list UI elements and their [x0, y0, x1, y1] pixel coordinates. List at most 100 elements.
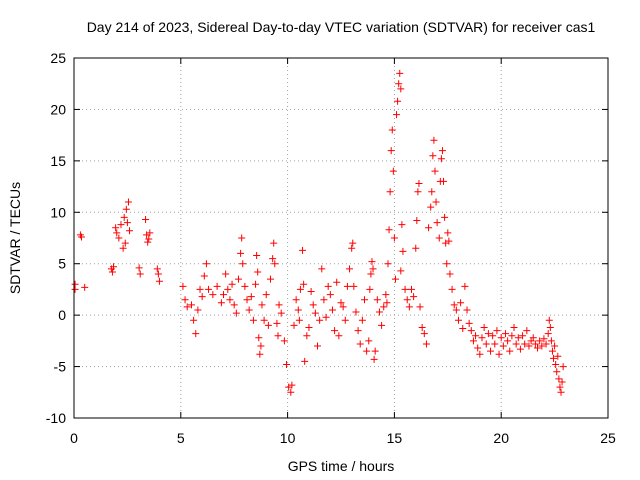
data-point — [495, 350, 503, 358]
data-point — [113, 229, 121, 237]
data-point — [301, 357, 309, 365]
data-point — [551, 342, 559, 350]
data-point — [247, 293, 255, 301]
data-point — [366, 285, 374, 293]
data-point — [371, 347, 379, 355]
x-tick-label: 10 — [280, 430, 296, 446]
data-point — [77, 233, 85, 241]
data-point — [200, 272, 208, 280]
data-point — [370, 355, 378, 363]
x-tick-label: 25 — [600, 430, 616, 446]
data-point — [198, 293, 206, 301]
data-point — [504, 337, 512, 345]
data-point — [482, 340, 490, 348]
data-point — [519, 332, 527, 340]
data-point — [405, 303, 413, 311]
data-point — [232, 309, 240, 317]
data-point — [386, 188, 394, 196]
data-point — [547, 337, 555, 345]
data-point — [523, 327, 531, 335]
data-point — [241, 282, 249, 290]
data-point — [252, 280, 260, 288]
data-point — [396, 69, 404, 77]
data-point — [255, 334, 263, 342]
y-tick-label: -5 — [54, 359, 67, 375]
y-tick-label: 10 — [50, 204, 66, 220]
data-point — [262, 291, 270, 299]
data-point — [363, 347, 371, 355]
data-point — [320, 296, 328, 304]
data-point — [546, 323, 554, 331]
data-point — [124, 198, 132, 206]
data-point — [153, 265, 161, 273]
data-point — [508, 332, 516, 340]
data-point — [81, 283, 89, 291]
data-point — [222, 270, 230, 278]
y-tick-label: 15 — [50, 153, 66, 169]
data-point — [373, 296, 381, 304]
data-point — [224, 285, 232, 293]
data-point — [179, 282, 187, 290]
data-point — [544, 330, 552, 338]
data-point — [534, 344, 542, 352]
data-point — [383, 299, 391, 307]
data-point — [540, 335, 548, 343]
data-point — [367, 270, 375, 278]
data-point — [414, 188, 422, 196]
data-point — [145, 235, 153, 243]
grid-lines — [74, 58, 608, 418]
data-point — [510, 323, 518, 331]
data-point — [474, 344, 482, 352]
data-point — [552, 361, 560, 369]
data-point — [545, 316, 553, 324]
data-point — [554, 352, 562, 360]
data-point — [538, 342, 546, 350]
data-point — [448, 285, 456, 293]
data-point — [559, 363, 567, 371]
data-point — [234, 275, 242, 283]
y-tick-label: 5 — [58, 256, 66, 272]
data-point — [467, 327, 475, 335]
data-point — [326, 291, 334, 299]
x-tick-labels: 0 5 10 15 20 25 — [70, 430, 616, 446]
data-point — [303, 332, 311, 340]
data-point — [112, 224, 120, 232]
data-point — [384, 260, 392, 268]
data-point — [190, 316, 198, 324]
data-point — [341, 316, 349, 324]
data-point — [220, 291, 228, 299]
data-point — [385, 226, 393, 234]
data-point — [238, 234, 246, 242]
data-point — [445, 237, 453, 245]
data-point — [280, 337, 288, 345]
data-point — [461, 282, 469, 290]
data-point — [146, 229, 154, 237]
data-point — [525, 342, 533, 350]
data-point — [277, 309, 285, 317]
y-tick-label: 0 — [58, 307, 66, 323]
data-point — [349, 239, 357, 247]
data-point — [292, 296, 300, 304]
data-point — [557, 388, 565, 396]
data-point — [529, 334, 537, 342]
data-point — [108, 268, 116, 276]
data-point — [249, 316, 257, 324]
data-point — [457, 299, 465, 307]
y-axis-label: SDTVAR / TECUs — [7, 182, 23, 294]
data-point — [478, 334, 486, 342]
data-point — [335, 332, 343, 340]
data-point — [192, 330, 200, 338]
data-point — [264, 321, 272, 329]
data-point — [413, 217, 421, 225]
data-point — [123, 219, 131, 227]
data-point — [452, 306, 460, 314]
data-point — [187, 301, 195, 309]
data-point — [415, 179, 423, 187]
data-point — [356, 340, 364, 348]
data-point — [194, 306, 202, 314]
data-point — [346, 265, 354, 273]
data-point — [391, 275, 399, 283]
data-point — [416, 303, 424, 311]
data-point — [230, 301, 238, 309]
